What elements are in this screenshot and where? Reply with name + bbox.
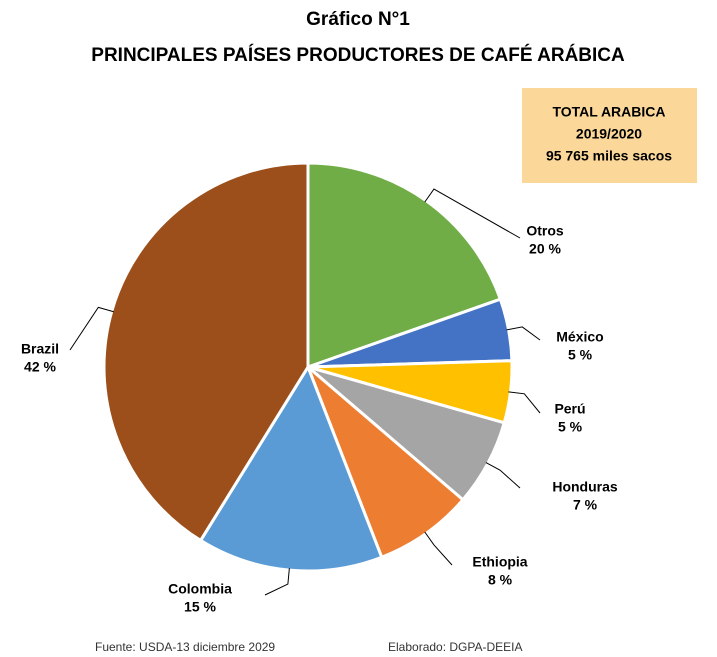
- slice-label: Ethiopia: [472, 554, 527, 570]
- slice-value: 5 %: [568, 347, 593, 363]
- slice-label: México: [556, 329, 603, 345]
- leader-line: [485, 462, 521, 489]
- slice-value: 42 %: [24, 359, 56, 375]
- slice-label: Honduras: [552, 479, 618, 495]
- total-label: TOTAL ARABICA: [552, 104, 665, 120]
- slice-label: Perú: [554, 401, 585, 417]
- slice-value: 7 %: [573, 497, 598, 513]
- slice-value: 20 %: [529, 241, 561, 257]
- slice-label: Otros: [526, 223, 564, 239]
- leader-line: [264, 568, 290, 596]
- slice-value: 15 %: [184, 599, 216, 615]
- chart-title: Gráfico N°1: [306, 9, 410, 30]
- total-period: 2019/2020: [576, 126, 642, 142]
- source: Fuente: USDA-13 diciembre 2029: [95, 640, 275, 654]
- slice-value: 8 %: [488, 572, 513, 588]
- slice-label: Brazil: [21, 341, 59, 357]
- slice-label: Colombia: [168, 581, 232, 597]
- leader-line: [424, 531, 453, 566]
- slice-value: 5 %: [558, 419, 583, 435]
- leader-line: [424, 188, 521, 239]
- total-box: [522, 88, 697, 183]
- total-value: 95 765 miles sacos: [546, 148, 672, 164]
- chart-subtitle: PRINCIPALES PAÍSES PRODUCTORES DE CAFÉ A…: [91, 44, 625, 66]
- leader-line: [506, 326, 541, 341]
- credit: Elaborado: DGPA-DEEIA: [388, 640, 523, 654]
- leader-line: [508, 391, 541, 414]
- leader-line: [69, 306, 114, 351]
